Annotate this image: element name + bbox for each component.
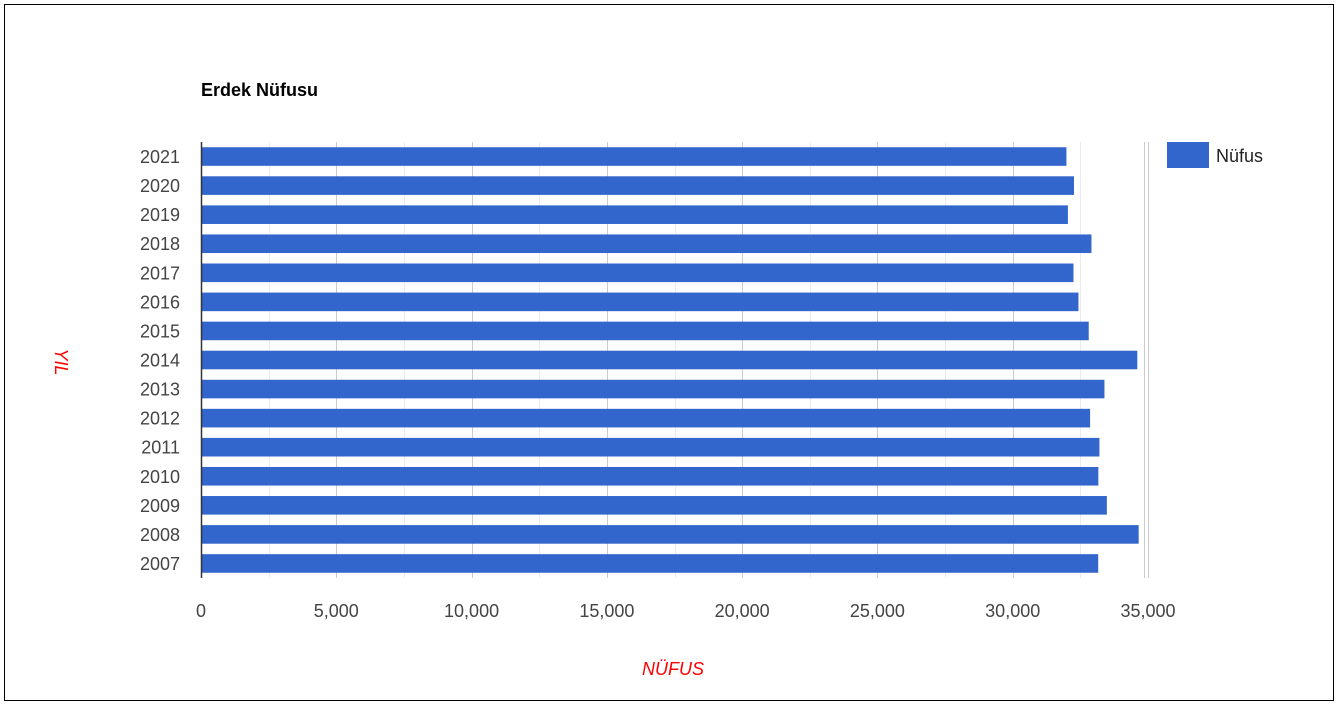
bar-2008 (201, 525, 1139, 544)
bar-2019 (201, 205, 1068, 224)
y-tick-label: 2021 (140, 147, 180, 167)
y-tick-label: 2013 (140, 380, 180, 400)
bar-2016 (201, 292, 1079, 312)
y-tick-label: 2017 (140, 263, 180, 283)
y-tick-label: 2019 (140, 205, 180, 225)
bar-2007 (201, 554, 1099, 573)
x-tick-label: 25,000 (850, 601, 905, 621)
x-tick-label: 15,000 (579, 601, 634, 621)
x-axis-title: NÜFUS (642, 659, 704, 679)
y-tick-label: 2014 (140, 351, 180, 371)
legend: Nüfus (1167, 142, 1263, 168)
y-tick-label: 2011 (141, 438, 180, 458)
y-tick-label: 2016 (140, 292, 180, 312)
y-tick-label: 2008 (140, 525, 180, 545)
bar-2017 (201, 263, 1074, 283)
x-tick-label: 35,000 (1120, 601, 1175, 621)
x-tick-label: 0 (196, 601, 206, 621)
bar-2015 (201, 321, 1089, 341)
y-axis-title: YIL (51, 348, 71, 375)
bar-2009 (201, 496, 1107, 515)
bar-2018 (201, 234, 1092, 254)
axes: 2021 2020 2019 2018 2017 2016 2015 2014 2013 2012… (140, 142, 1176, 621)
bar-2013 (201, 379, 1105, 399)
y-tick-label: 2009 (140, 496, 180, 516)
legend-swatch (1167, 142, 1209, 168)
y-tick-label: 2018 (140, 234, 180, 254)
x-tick-label: 5,000 (314, 601, 359, 621)
legend-label: Nüfus (1216, 146, 1263, 166)
y-tick-label: 2007 (140, 554, 180, 574)
y-tick-label: 2012 (140, 409, 180, 429)
bar-2014 (201, 350, 1138, 370)
bar-2012 (201, 408, 1091, 428)
bar-2021 (201, 147, 1067, 166)
x-tick-label: 10,000 (444, 601, 499, 621)
y-tick-label: 2010 (140, 467, 180, 487)
y-tick-label: 2015 (140, 321, 180, 341)
y-tick-label: 2020 (140, 176, 180, 196)
bar-2011 (201, 437, 1100, 457)
bars (201, 147, 1139, 573)
x-tick-label: 20,000 (715, 601, 770, 621)
chart-title: Erdek Nüfusu (201, 80, 318, 100)
bar-2010 (201, 466, 1099, 486)
x-tick-label: 30,000 (985, 601, 1040, 621)
bar-2020 (201, 176, 1074, 195)
